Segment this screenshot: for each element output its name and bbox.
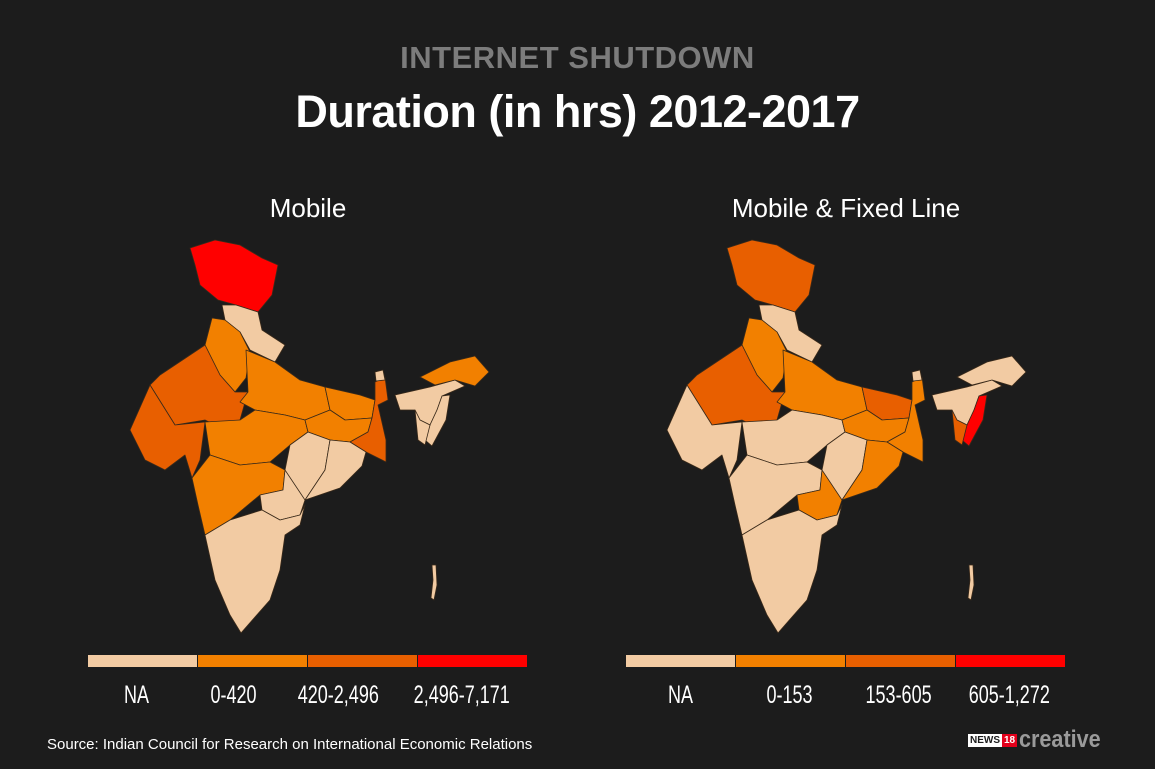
region-south — [741, 504, 843, 634]
legend-mobile-fixed: NA 0-153 153-605 605-1,272 — [626, 655, 1066, 710]
legend-swatch-na — [626, 655, 736, 667]
region-sk — [911, 369, 923, 382]
region-up — [239, 349, 331, 421]
legend-swatch-high — [956, 655, 1066, 667]
map-title-mobile-fixed: Mobile & Fixed Line — [731, 193, 961, 223]
region-jk — [189, 239, 279, 313]
legend-swatch-mid — [308, 655, 418, 667]
region-wb — [349, 376, 389, 463]
region-tr — [414, 409, 431, 446]
region-south — [204, 504, 306, 634]
region-an — [967, 564, 975, 601]
kicker-title: INTERNET SHUTDOWN — [400, 40, 755, 75]
region-sk — [374, 369, 386, 382]
region-up — [776, 349, 868, 421]
legend-mobile: NA 0-420 420-2,496 2,496-7,171 — [88, 655, 528, 710]
logo-news: NEWS — [968, 733, 1002, 747]
legend-label: NA — [123, 681, 149, 709]
news18-creative-logo: NEWS 18 creative — [968, 726, 1110, 754]
source-note: Source: Indian Council for Research on I… — [47, 736, 533, 753]
region-wb — [886, 376, 926, 463]
region-an — [430, 564, 438, 601]
region-ne — [394, 379, 466, 426]
region-ne — [931, 379, 1003, 426]
legend-label: 0-420 — [210, 681, 257, 709]
legend-label: 605-1,272 — [969, 681, 1051, 709]
legend-swatch-high — [418, 655, 528, 667]
region-od — [841, 439, 904, 501]
india-map-mobile — [129, 239, 490, 634]
legend-label: 153-605 — [865, 681, 932, 709]
legend-bar — [88, 655, 528, 667]
logo-creative: creative — [1019, 726, 1101, 753]
logo-18: 18 — [1002, 733, 1018, 747]
main-title: Duration (in hrs) 2012-2017 — [295, 86, 860, 137]
legend-swatch-low — [198, 655, 308, 667]
region-ar — [956, 355, 1027, 387]
legend-swatch-low — [736, 655, 846, 667]
legend-swatch-na — [88, 655, 198, 667]
region-tr — [951, 409, 968, 446]
map-title-mobile: Mobile — [269, 193, 347, 223]
legend-label: NA — [668, 681, 694, 709]
legend-label: 2,496-7,171 — [413, 681, 510, 709]
legend-label: 0-153 — [766, 681, 813, 709]
region-ar — [419, 355, 490, 387]
india-map-mobile-fixed — [666, 239, 1027, 634]
legend-bar — [626, 655, 1066, 667]
legend-swatch-mid — [846, 655, 956, 667]
region-jk — [726, 239, 816, 313]
legend-label: 420-2,496 — [297, 681, 379, 709]
region-od — [304, 439, 367, 501]
